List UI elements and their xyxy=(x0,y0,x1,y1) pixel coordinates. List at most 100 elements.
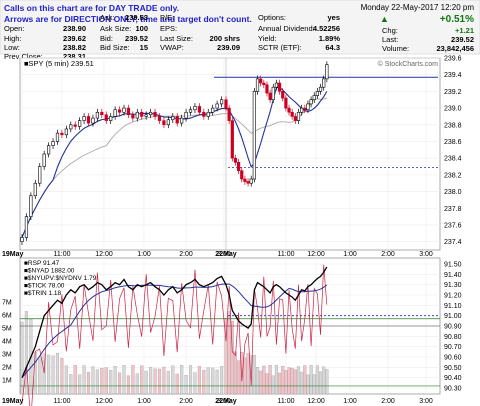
candle-body xyxy=(284,97,288,109)
x-tick-label: 22May xyxy=(215,251,237,258)
volume-tick-label: 2M xyxy=(2,365,12,372)
x-tick-label: 3:00 xyxy=(217,251,231,258)
candle-body xyxy=(268,92,272,101)
volume-bar xyxy=(325,369,329,395)
volume-bar xyxy=(91,366,95,395)
candle-body xyxy=(306,103,310,111)
label-annual-dividend: Annual Dividend: xyxy=(258,24,315,33)
volume-bar xyxy=(166,371,170,395)
volume-bar xyxy=(284,370,288,395)
candle-body xyxy=(237,162,241,171)
up-arrow-icon: ▲ xyxy=(380,14,389,24)
volume-bar xyxy=(252,355,256,395)
candle-body xyxy=(197,106,201,113)
volume-bar xyxy=(149,366,153,395)
notice-line-1: Calls on this chart are for DAY TRADE on… xyxy=(4,3,179,13)
volume-bar xyxy=(144,370,148,395)
indicator-tick-label: 91.50 xyxy=(444,262,462,269)
volume-bar xyxy=(293,369,297,395)
candle-body xyxy=(215,103,219,109)
indicator-levels xyxy=(20,315,440,387)
candle-body xyxy=(224,99,228,109)
volume-bar xyxy=(309,365,313,395)
price-tick-label: 237.4 xyxy=(444,239,462,246)
value-vwap: 239.09 xyxy=(217,43,240,52)
candle-body xyxy=(325,64,329,80)
candle-body xyxy=(95,111,99,119)
x-tick-label: 1:00 xyxy=(137,398,151,405)
label-bid-size: Bid Size: xyxy=(100,43,130,52)
volume-bars xyxy=(20,311,329,395)
candle-body xyxy=(243,178,247,182)
volume-bar xyxy=(300,371,304,395)
indicator-legend-item: ■RSP 91.47 xyxy=(24,260,60,267)
price-tick-label: 239.0 xyxy=(444,106,462,113)
indicator-tick-label: 91.00 xyxy=(444,313,462,320)
volume-tick-label: 4M xyxy=(2,339,12,346)
volume-bar xyxy=(193,372,197,395)
value-yield: 1.89% xyxy=(319,34,341,43)
candle-body xyxy=(171,116,175,121)
volume-bar xyxy=(296,366,301,395)
volume-bar xyxy=(303,365,307,395)
volume-bar xyxy=(100,367,104,395)
candle-body xyxy=(277,82,282,92)
price-tick-label: 239.6 xyxy=(444,56,462,63)
price-tick-label: 238.2 xyxy=(444,172,462,179)
volume-bar xyxy=(246,353,250,395)
indicator-tick-label: 91.10 xyxy=(444,303,462,310)
x-tick-label: 3:00 xyxy=(419,398,433,405)
indicator-tick-label: 90.50 xyxy=(444,365,462,372)
volume-bar xyxy=(20,321,24,395)
x-tick-label: 2:00 xyxy=(381,251,395,258)
label-sctr: SCTR (ETF): xyxy=(258,43,302,52)
volume-bar xyxy=(215,369,219,395)
candle-body xyxy=(202,111,206,117)
rsp-moving-average xyxy=(21,283,328,379)
label-bid: Bid: xyxy=(100,34,113,43)
label-options: Options: xyxy=(258,13,286,22)
candle-body xyxy=(78,120,82,127)
volume-bar xyxy=(278,372,282,395)
price-tick-label: 238.0 xyxy=(444,189,462,196)
price-tick-label: 239.2 xyxy=(444,89,462,96)
indicator-legend-item: ■$NYAD 1882.00 xyxy=(24,268,75,275)
candle-body xyxy=(24,216,29,238)
volume-bar xyxy=(243,357,247,395)
indicator-tick-label: 90.80 xyxy=(444,334,462,341)
volume-bar xyxy=(233,351,238,395)
volume-bar xyxy=(104,367,108,395)
volume-bar xyxy=(197,366,201,395)
volume-bar xyxy=(140,365,144,395)
price-tick-label: 238.8 xyxy=(444,122,462,129)
candle-body xyxy=(193,106,197,111)
volume-bar xyxy=(118,372,122,395)
value-open: 238.90 xyxy=(63,24,86,33)
volume-bar xyxy=(255,367,260,395)
label-vwap: VWAP: xyxy=(160,43,184,52)
price-tick-label: 238.4 xyxy=(444,156,462,163)
value-bid-size: 15 xyxy=(140,43,148,52)
candle-body xyxy=(281,91,285,99)
price-tick-label: 237.6 xyxy=(444,222,462,229)
label-ask: Ask: xyxy=(100,13,115,22)
x-tick-label: 11:00 xyxy=(54,251,71,258)
candle-body xyxy=(312,95,316,101)
candle-body xyxy=(175,116,179,124)
value-last: 239.52 xyxy=(451,35,474,44)
volume-bar xyxy=(322,366,326,395)
value-ask: 239.53 xyxy=(125,13,148,22)
candle-body xyxy=(318,86,323,92)
price-panel xyxy=(19,57,441,251)
volume-bar xyxy=(184,375,188,395)
volume-bar xyxy=(24,311,28,395)
indicator-legend-item: ■$TICK 78.00 xyxy=(24,283,65,290)
candle-body xyxy=(290,111,294,117)
candle-body xyxy=(69,124,73,130)
indicator-axis: 91.50 91.40 91.30 91.20 91.10 91.00 90.90 90.80… xyxy=(2,262,462,393)
x-tick-label: 1:00 xyxy=(343,398,357,405)
volume-bar xyxy=(262,365,266,395)
candle-body xyxy=(233,157,238,163)
